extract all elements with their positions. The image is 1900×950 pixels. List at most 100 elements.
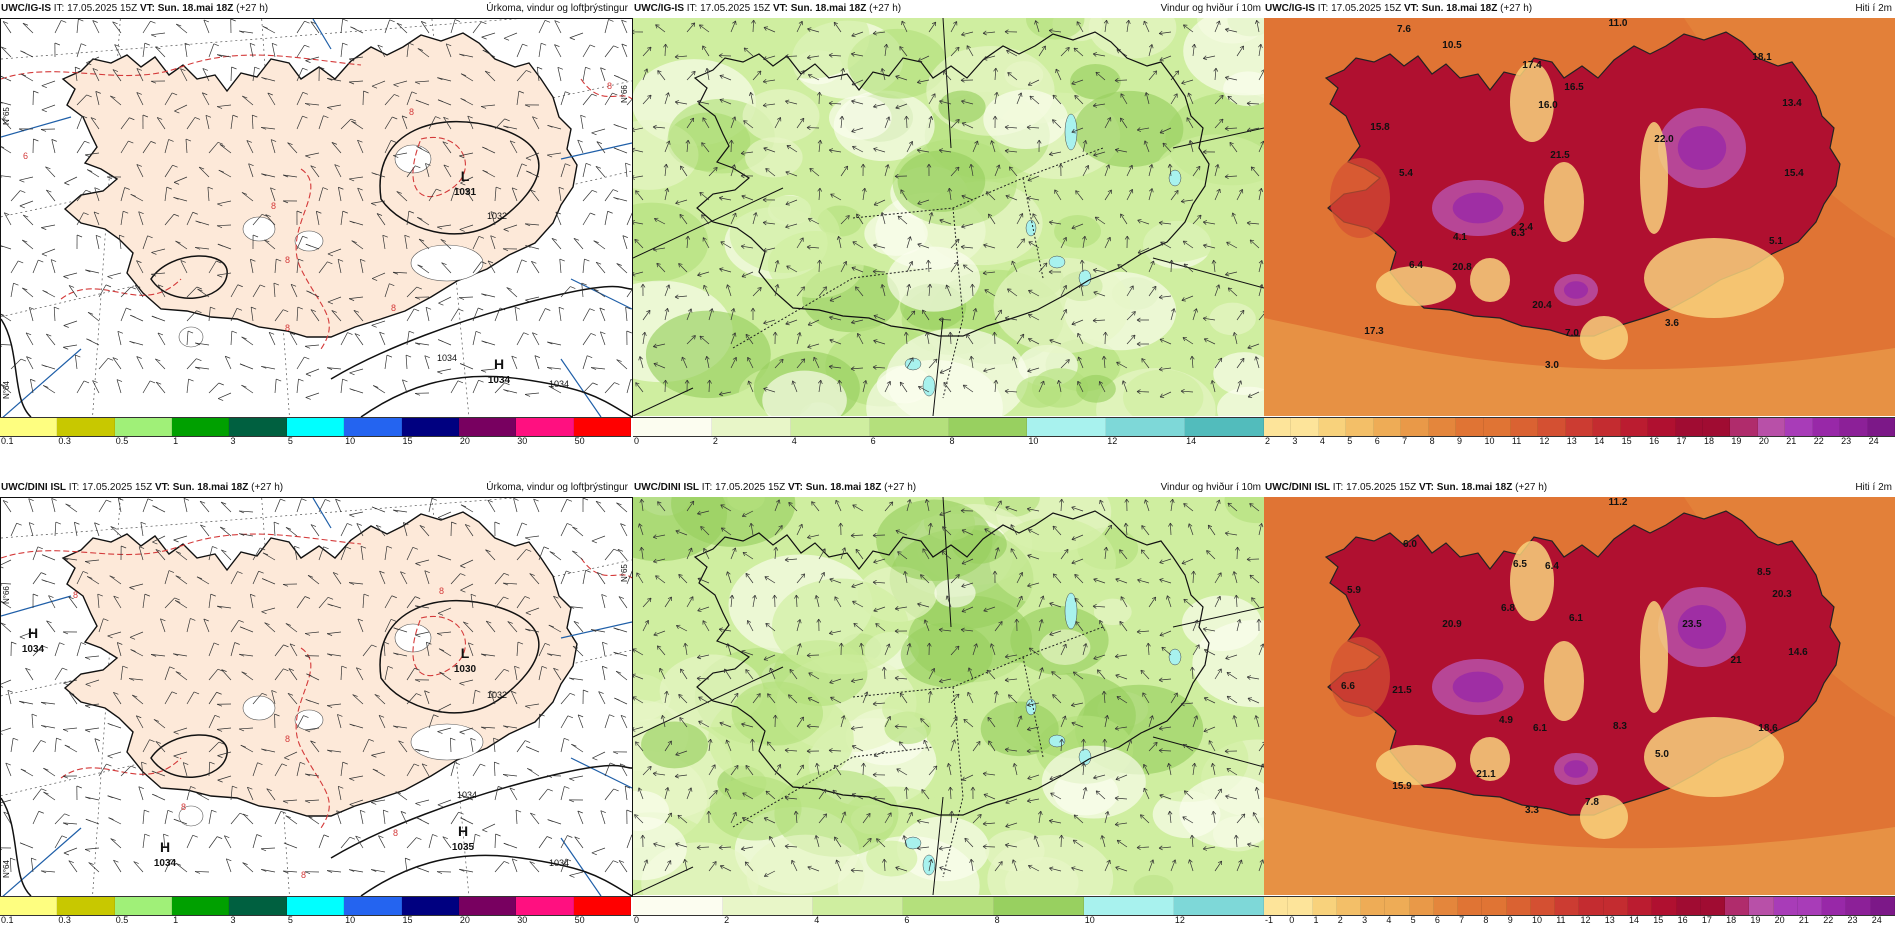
temperature-value-label: 21.5 <box>1550 150 1570 161</box>
colorbar-swatch <box>286 418 345 436</box>
colorbar-swatch <box>516 897 574 915</box>
temperature-values: 11.0 7.6 10.5 18.1 17.4 16.5 16.0 15.8 13.4 5.4 21… <box>1364 18 1804 371</box>
colorbar-tick-label: 0 <box>1289 915 1295 925</box>
isobars <box>1 599 632 896</box>
map-svg: H 1034 L 1030 H 1035 H 1034 1032 1034 1034 8 8 8 8 8 8 N°… <box>1 498 632 896</box>
contour-label: 1034 <box>457 790 477 800</box>
wind-speed-field <box>633 497 1264 895</box>
colorbar-swatch <box>1458 897 1483 915</box>
temperature-value-label: 18.1 <box>1752 52 1772 63</box>
panel-header: UWC/DINI ISL IT: 17.05.2025 15Z VT: Sun.… <box>1264 479 1895 497</box>
glacier-shape <box>922 854 936 876</box>
colorbar-swatch <box>1555 897 1580 915</box>
panel-run-info: UWC/IG-IS IT: 17.05.2025 15Z VT: Sun. 18… <box>1265 0 1532 18</box>
colorbar-tick-label: 4 <box>1386 915 1392 925</box>
temperature-value-label: 16.5 <box>1564 82 1584 93</box>
colorbar-tick-label: 3 <box>230 436 236 446</box>
temperature-values: 11.2 6.0 5.9 6.5 6.4 8.520.3 6.8 6.1 20.9 23.5 14.… <box>1341 497 1808 816</box>
contour-label: 1032 <box>487 690 507 700</box>
colorbar-tick-label: 0.3 <box>58 436 71 446</box>
model-name: UWC/DINI ISL <box>634 482 699 493</box>
panel-header: UWC/DINI ISL IT: 17.05.2025 15Z VT: Sun.… <box>0 479 631 497</box>
colorbar-swatch <box>1185 418 1264 436</box>
latitude-label: N°64 <box>2 381 11 399</box>
pressure-centre-letter: H <box>458 823 468 839</box>
colorbar-tick-label: 4 <box>1319 436 1325 446</box>
init-label: IT: <box>1317 3 1329 14</box>
colorbar-tick-label: 16 <box>1677 915 1688 925</box>
colorbar-tick-label: 21 <box>1798 915 1809 925</box>
colorbar-tick-label: 0.5 <box>115 915 129 925</box>
colorbar-tick-label: 5 <box>287 436 293 446</box>
colorbar-swatch <box>114 897 173 915</box>
colorbar-tick-label: 5 <box>1347 436 1353 446</box>
colorbar <box>0 417 631 437</box>
colorbar-tick-label: 12 <box>1539 436 1550 446</box>
panel-title: Vindur og hviður í 10m <box>1160 482 1261 493</box>
colorbar-tick-label: 0.3 <box>58 915 71 925</box>
meridians <box>1 19 632 417</box>
region-lines <box>633 497 1264 895</box>
map-panel-temp: UWC/IG-IS IT: 17.05.2025 15Z VT: Sun. 18… <box>1264 0 1896 460</box>
colorbar-tick-label: 4 <box>814 915 820 925</box>
colorbar-tick-label: 24 <box>1868 436 1879 446</box>
pressure-centre-letter: L <box>461 168 470 184</box>
glacier-shape <box>178 326 204 348</box>
temperature-value-label: 6.1 <box>1533 723 1547 734</box>
colorbar-tick-label: 19 <box>1750 915 1761 925</box>
colorbar-tick-label: 1 <box>1313 915 1319 925</box>
latitude-label: N°64 <box>2 860 11 878</box>
map-canvas: 11.2 6.0 5.9 6.5 6.4 8.5 20.3 6.8 6.1 20.9 23.5 14.… <box>1264 497 1895 895</box>
colorbar-tick-label: 21 <box>1786 436 1797 446</box>
contour-label: 8 <box>393 828 398 838</box>
init-label: IT: <box>1332 482 1344 493</box>
lead-time: (+27 h) <box>884 482 917 493</box>
colorbar-tick-label: 2 <box>1265 436 1271 446</box>
colorbar-tick-label: 23 <box>1841 436 1852 446</box>
panel-run-info: UWC/IG-IS IT: 17.05.2025 15Z VT: Sun. 18… <box>1 0 268 18</box>
lead-time: (+27 h) <box>869 3 902 14</box>
colorbar-swatch <box>633 897 724 915</box>
pressure-centre: H 1034 <box>22 625 45 655</box>
colorbar-ticks: 0.1 0.3 0.5 1 3 5 10 15 20 30 50 <box>0 436 631 448</box>
pressure-centre: H 1034 <box>154 839 177 869</box>
colorbar-tick-label: 14 <box>1594 436 1605 446</box>
valid-label: VT: <box>772 3 788 14</box>
temperature-value-label: 21.5 <box>1392 685 1412 696</box>
temperature-value-label: 8.5 <box>1757 567 1771 578</box>
colorbar-swatch <box>1346 418 1374 436</box>
colorbar-swatch <box>1106 418 1186 436</box>
panel-title: Úrkoma, vindur og loftþrýstingur <box>486 3 628 14</box>
latitude-label: N°65 <box>2 107 11 125</box>
panel-header: UWC/IG-IS IT: 17.05.2025 15Z VT: Sun. 18… <box>1264 0 1895 18</box>
colorbar-swatch <box>1822 897 1847 915</box>
temperature-value-label: 5.0 <box>1655 749 1669 760</box>
map-canvas: H 1034 L 1030 H 1035 H 1034 1032 1034 1034 8 8 8 8 8 8 N°… <box>0 497 633 897</box>
colorbar-tick-label: 13 <box>1566 436 1577 446</box>
pressure-centre-value: 1034 <box>154 858 177 869</box>
map-panel-wind: UWC/IG-IS IT: 17.05.2025 15Z VT: Sun. 18… <box>633 0 1264 460</box>
map-svg: 11.0 7.6 10.5 18.1 17.4 16.5 16.0 15.8 13.4 5.4 21… <box>1264 18 1895 416</box>
colorbar-swatch <box>1725 897 1750 915</box>
map-svg <box>633 497 1264 895</box>
wind-arrows <box>633 498 1264 878</box>
colorbar-swatch <box>1648 418 1676 436</box>
colorbar-tick-label: 18 <box>1703 436 1714 446</box>
pressure-centre-letter: L <box>461 645 470 661</box>
colorbar-tick-label: 2 <box>724 915 730 925</box>
init-label: IT: <box>53 3 65 14</box>
colorbar-tick-label: 7 <box>1402 436 1408 446</box>
colorbar-tick-label: 23 <box>1847 915 1858 925</box>
contour-label: 1034 <box>437 353 457 363</box>
colorbar-tick-label: 1 <box>173 436 179 446</box>
colorbar <box>1264 896 1895 916</box>
colorbar-swatch <box>1627 897 1653 915</box>
panel-title: Úrkoma, vindur og loftþrýstingur <box>486 482 628 493</box>
colorbar-tick-label: 13 <box>1604 915 1615 925</box>
colorbar-swatch <box>1173 897 1264 915</box>
colorbar-swatch <box>1483 418 1511 436</box>
colorbar-tick-label: 17 <box>1676 436 1687 446</box>
temperature-value-label: 17.3 <box>1364 326 1384 337</box>
contour-label: 8 <box>391 303 396 313</box>
valid-time: Sun. 18.mai 18Z <box>157 3 234 14</box>
